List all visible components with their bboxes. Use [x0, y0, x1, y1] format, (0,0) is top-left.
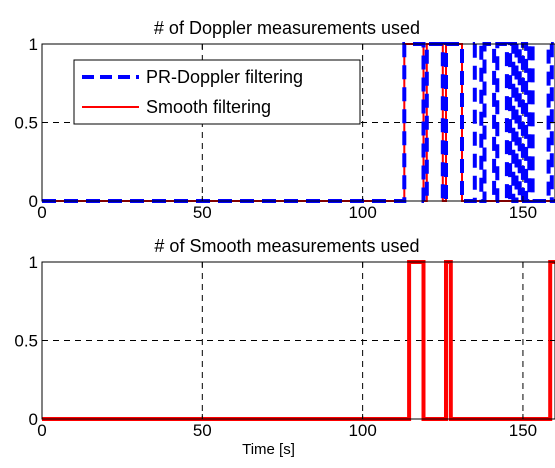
y-tick-label: 1: [29, 35, 38, 54]
series-line-measurement: [42, 260, 555, 421]
y-tick-label: 1: [29, 253, 38, 272]
x-axis-label: Time [s]: [242, 441, 295, 458]
x-tick-label: 0: [37, 421, 46, 440]
y-tick-label: 0.5: [14, 332, 38, 351]
smooth-panel: 0 50 100 150 0 0.5 1 # of Smooth measurements u…: [14, 236, 555, 458]
doppler-panel: 0 50 100 150 0 0.5 1 # of Doppler measurements …: [14, 18, 555, 222]
legend-label: PR-Doppler filtering: [146, 67, 303, 87]
y-tick-label: 0: [29, 410, 38, 429]
legend: PR-Doppler filtering Smooth filtering: [73, 59, 361, 125]
x-tick-label: 50: [193, 203, 212, 222]
legend-box: [73, 59, 361, 125]
y-tick-label: 0: [29, 192, 38, 211]
chart-title: # of Smooth measurements used: [154, 236, 419, 256]
legend-label: Smooth filtering: [146, 97, 271, 117]
x-tick-label: 0: [37, 203, 46, 222]
y-tick-label: 0.5: [14, 114, 38, 133]
x-tick-label: 150: [509, 421, 537, 440]
x-tick-label: 150: [509, 203, 537, 222]
x-tick-label: 50: [193, 421, 212, 440]
chart-title: # of Doppler measurements used: [154, 18, 420, 38]
x-tick-label: 100: [348, 203, 376, 222]
x-tick-label: 100: [348, 421, 376, 440]
